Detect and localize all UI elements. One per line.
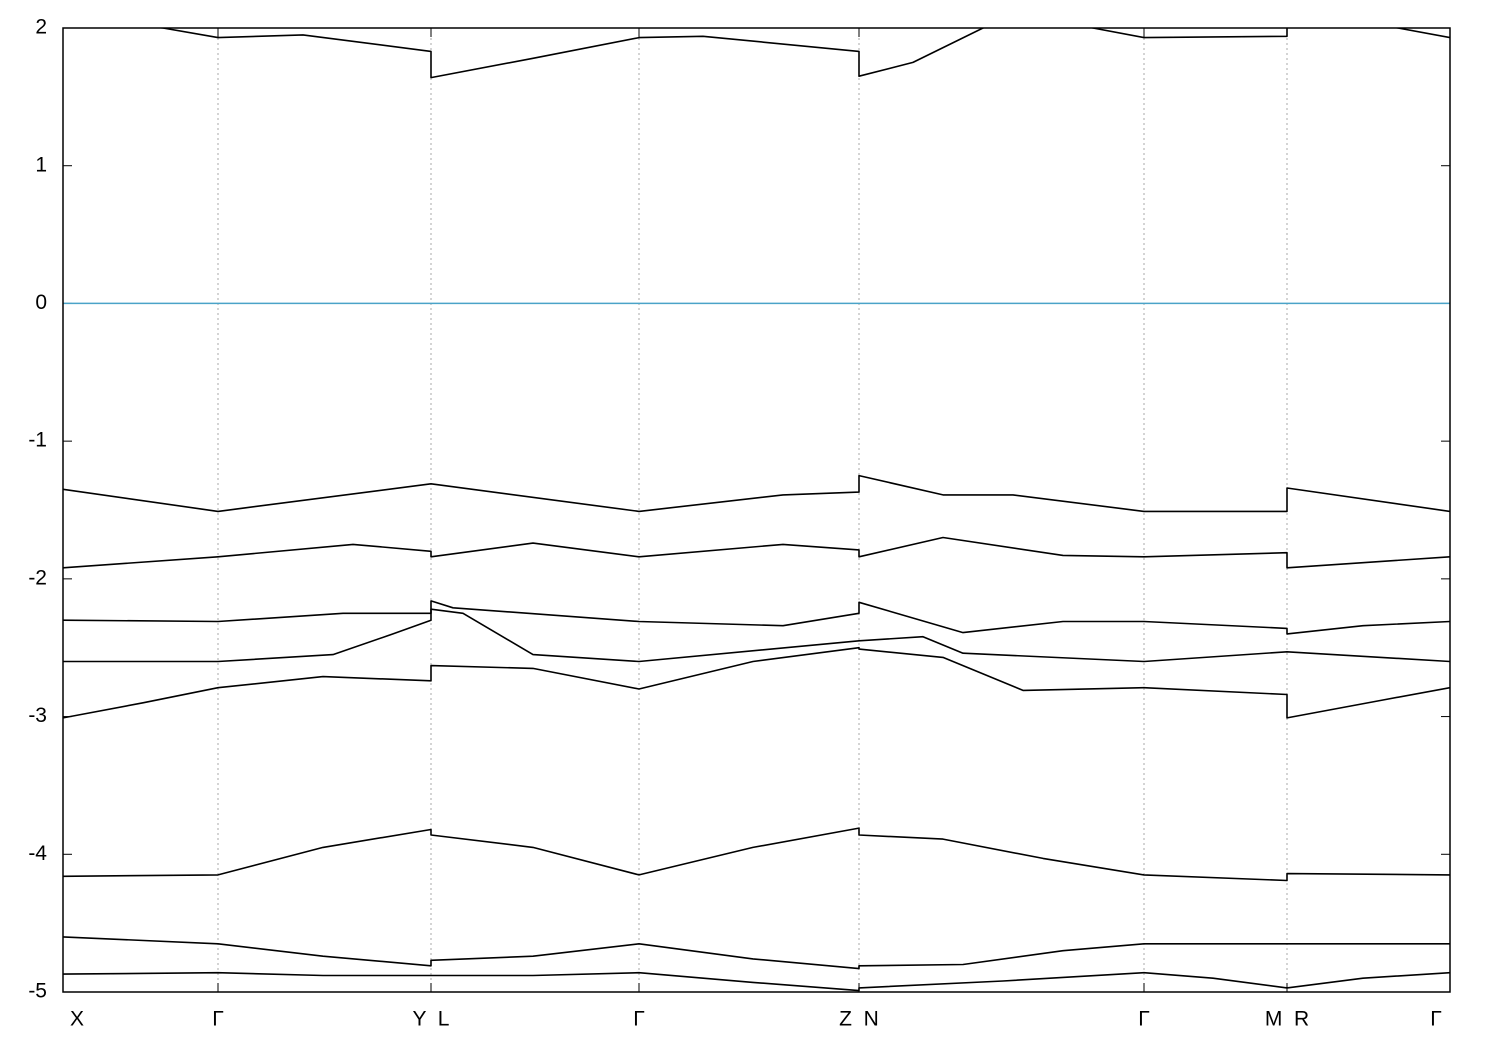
y-tick-label: -2 <box>28 566 47 589</box>
x-tick-label: Y L <box>413 1008 450 1031</box>
x-tick-label: Γ <box>633 1008 645 1031</box>
x-tick-label: Γ <box>212 1008 224 1031</box>
y-tick-label: 2 <box>35 16 47 39</box>
y-tick-label: -5 <box>28 980 47 1003</box>
band-line <box>63 936 1450 970</box>
x-tick-label: M R <box>1265 1008 1309 1031</box>
x-tick-label: Γ <box>1138 1008 1150 1031</box>
band-line <box>63 646 1450 719</box>
y-tick-label: -3 <box>28 704 47 727</box>
y-tick-label: -4 <box>28 842 47 865</box>
band-line <box>63 474 1450 513</box>
band-line <box>63 827 1450 882</box>
y-tick-label: 1 <box>35 153 47 176</box>
y-tick-label: 0 <box>35 291 47 314</box>
x-tick-label: X <box>70 1008 84 1031</box>
band-line <box>63 536 1450 569</box>
band-line <box>63 971 1450 992</box>
band-line <box>155 28 1450 79</box>
band-line <box>63 608 1450 663</box>
band-line <box>63 600 1450 635</box>
x-tick-label: Z N <box>839 1008 879 1031</box>
plot-area <box>63 28 1450 992</box>
plot-frame <box>62 27 1451 993</box>
y-tick-label: -1 <box>28 429 47 452</box>
x-tick-label: Γ <box>1430 1008 1442 1031</box>
